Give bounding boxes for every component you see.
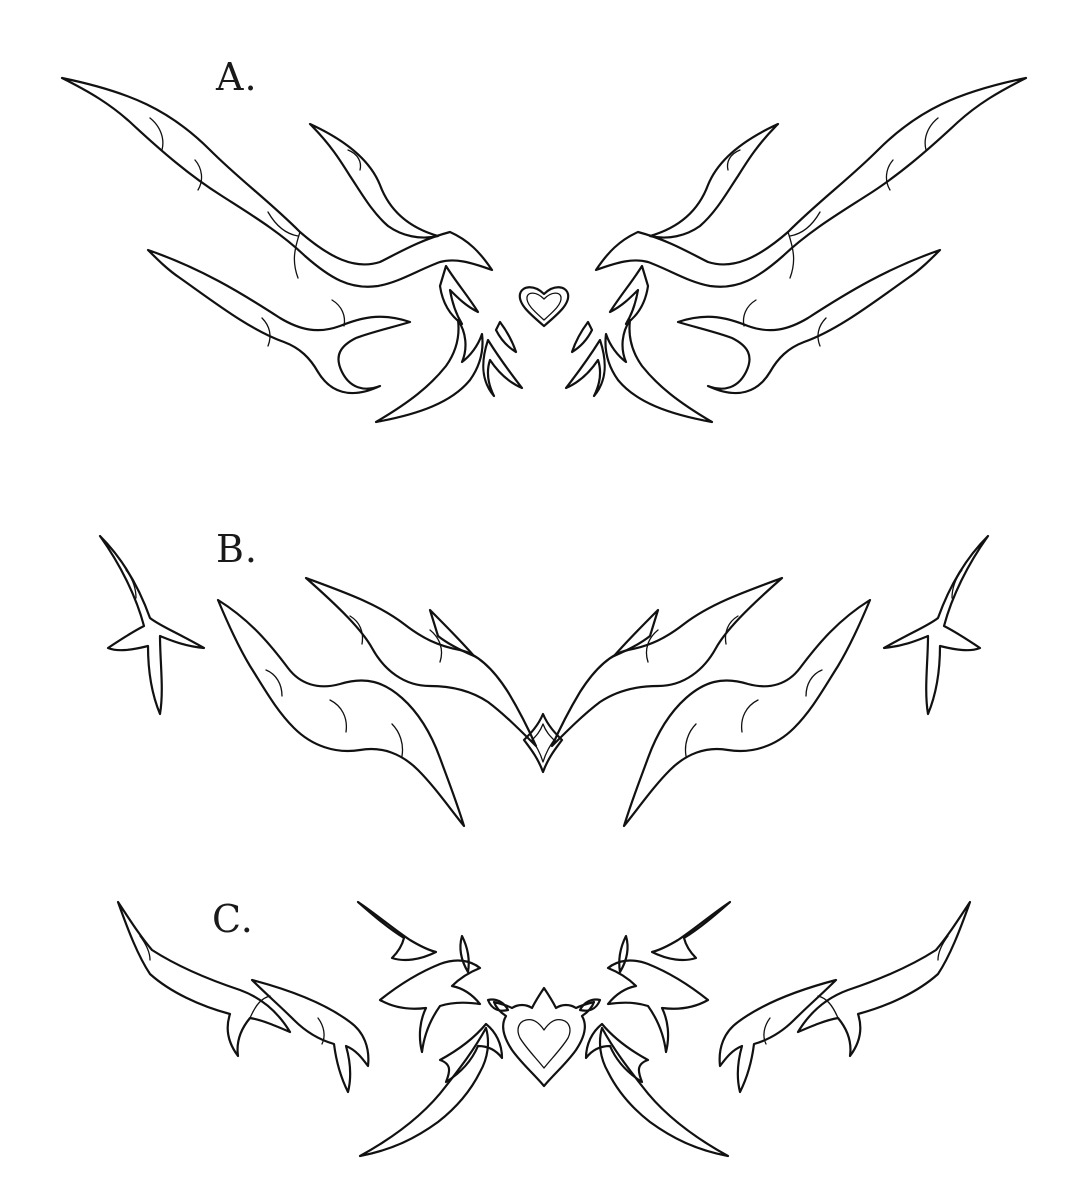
- heart-icon: [518, 286, 570, 328]
- design-label: C.: [212, 897, 254, 941]
- design-c-artwork: [116, 900, 972, 1158]
- design-label: A.: [216, 55, 258, 99]
- design-b-artwork: [98, 534, 990, 828]
- diamond-icon: [522, 712, 564, 774]
- left-wing: [98, 534, 538, 828]
- spiked-heart-icon: [492, 986, 596, 1088]
- design-label: B.: [216, 527, 259, 571]
- design-a: A.: [0, 0, 1088, 440]
- design-c: C.: [0, 880, 1088, 1180]
- left-wing: [60, 76, 524, 424]
- design-a-artwork: [60, 76, 1028, 424]
- left-wing: [116, 900, 510, 1158]
- design-b: B.: [0, 500, 1088, 840]
